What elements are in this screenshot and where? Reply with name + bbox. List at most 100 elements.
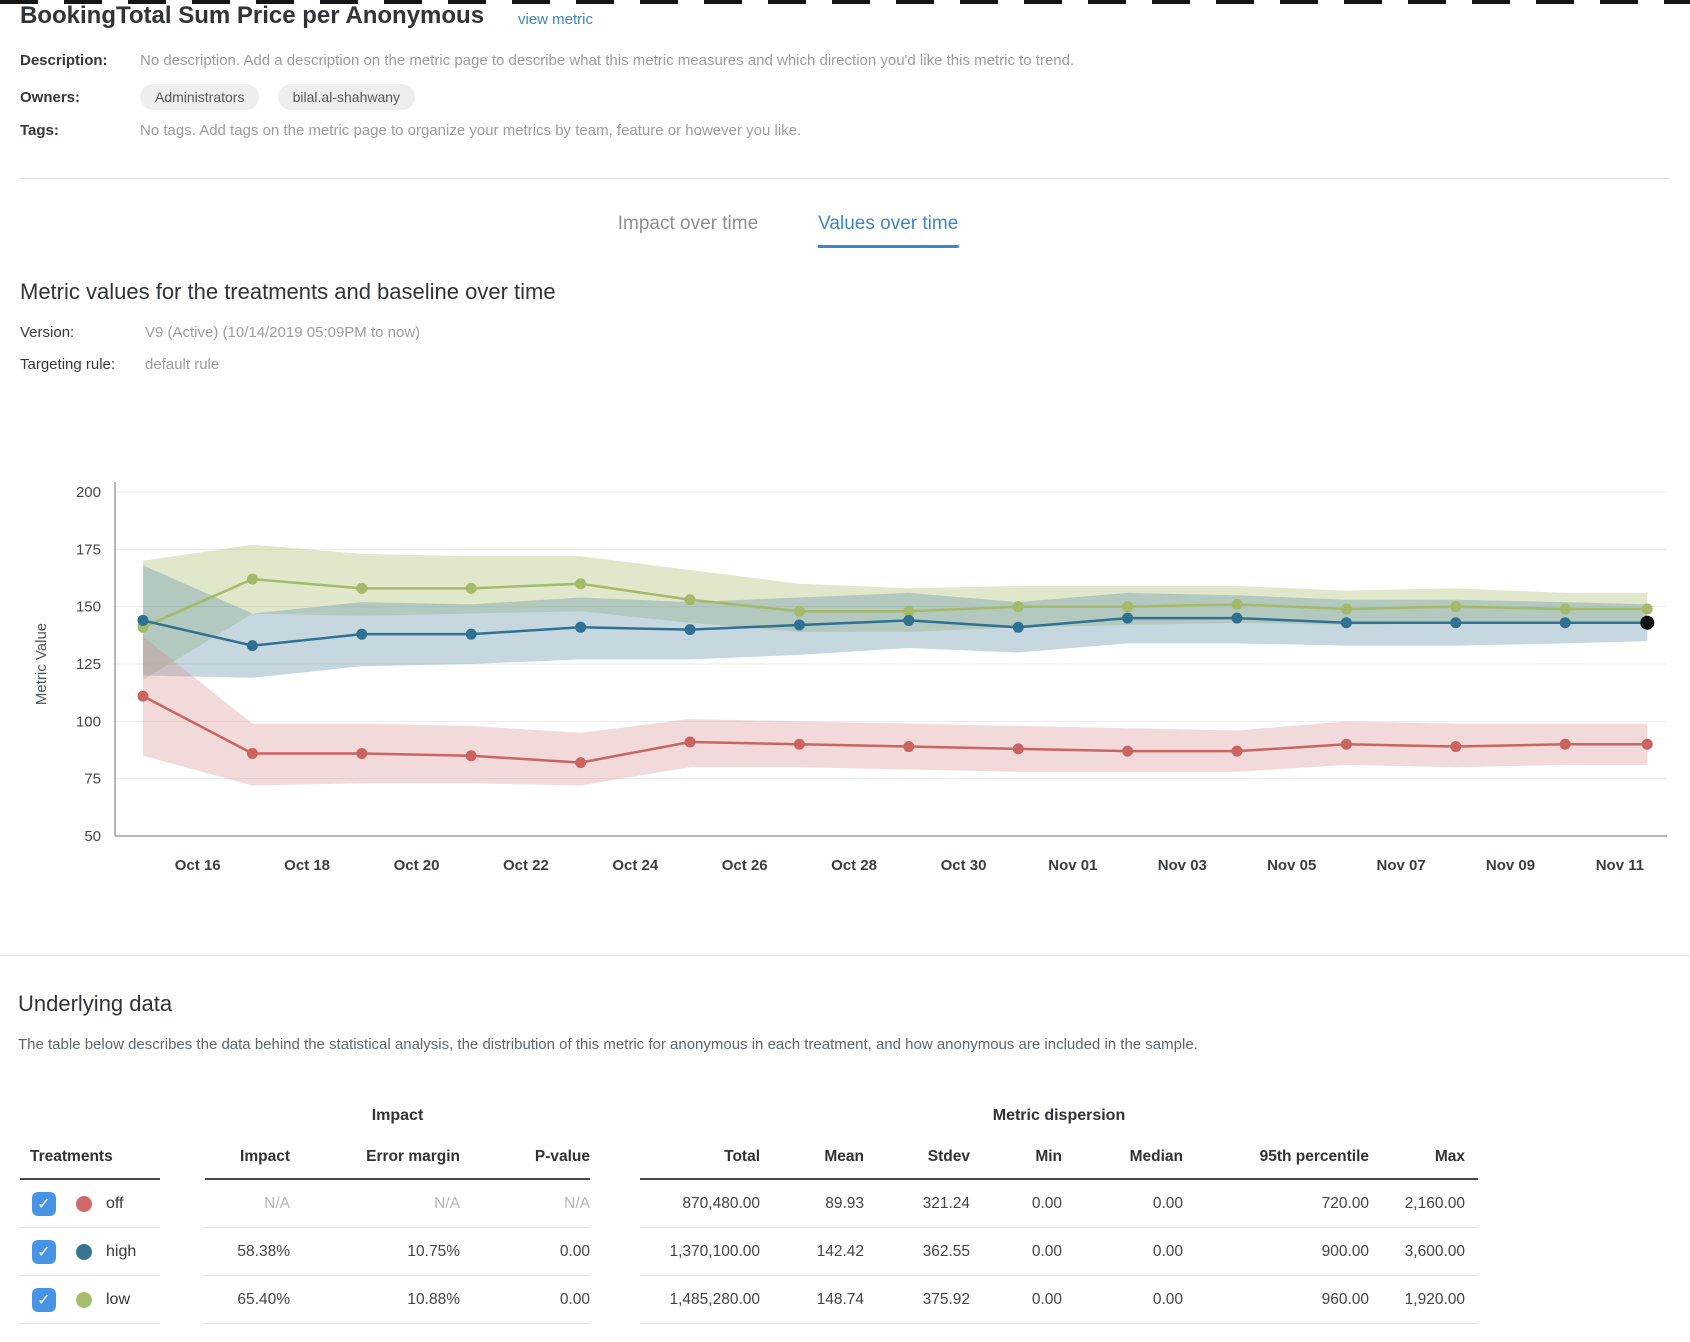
treatment-checkbox-off[interactable]: ✓ <box>32 1191 56 1216</box>
metric-dispersion-group-header: Metric dispersion <box>992 1107 1126 1124</box>
underlying-data-heading: Underlying data <box>18 991 173 1016</box>
owners-chips: Administrators bilal.al-shahwany <box>140 84 429 110</box>
off-data-point <box>137 690 149 702</box>
high-data-point <box>1450 617 1462 629</box>
x-tick-label: Nov 11 <box>1596 857 1644 874</box>
y-tick-label: 200 <box>76 484 101 501</box>
low-data-point <box>246 573 258 585</box>
high-data-point <box>1122 612 1134 624</box>
treatment-cell-high: ✓ high <box>20 1228 160 1276</box>
error-margin-value: N/A <box>290 1180 460 1228</box>
off-series-color-dot <box>76 1195 92 1212</box>
stdev-column-header: Stdev <box>927 1148 970 1165</box>
x-tick-label: Oct 28 <box>831 857 877 874</box>
low-data-point <box>1641 603 1653 615</box>
view-metric-link[interactable]: view metric <box>518 11 594 28</box>
off-data-point <box>1641 738 1653 750</box>
low-data-point <box>1559 603 1571 615</box>
tab-impact-over-time[interactable]: Impact over time <box>617 213 759 234</box>
high-data-point <box>1340 617 1352 629</box>
high-data-point <box>246 640 258 652</box>
stdev-value: 375.92 <box>864 1276 970 1324</box>
treatment-cell-off: ✓ off <box>20 1180 160 1228</box>
x-tick-label: Oct 30 <box>941 857 987 874</box>
mean-value: 89.93 <box>760 1180 864 1228</box>
chart-tabs: Impact over time Values over time <box>618 213 959 248</box>
off-data-point <box>1340 738 1352 750</box>
stdev-value: 362.55 <box>864 1228 970 1276</box>
underlying-data-table: Impact Metric dispersion Treatments Impa… <box>20 1100 1478 1324</box>
min-column-header: Min <box>1035 1148 1062 1165</box>
x-tick-label: Oct 22 <box>503 857 549 874</box>
off-data-point <box>1559 738 1571 750</box>
error-margin-value: 10.88% <box>290 1276 460 1324</box>
low-data-point <box>1122 601 1134 613</box>
description-text: No description. Add a description on the… <box>140 52 1075 69</box>
p-value-value: 0.00 <box>460 1276 590 1324</box>
p-value-value: 0.00 <box>460 1228 590 1276</box>
p95-column-header: 95th percentile <box>1259 1148 1369 1165</box>
tags-text: No tags. Add tags on the metric page to … <box>140 122 802 139</box>
p-value-column-header: P-value <box>534 1148 590 1165</box>
treatment-checkbox-low[interactable]: ✓ <box>32 1287 56 1312</box>
error-margin-column-header: Error margin <box>366 1148 460 1165</box>
low-data-point <box>1012 601 1024 613</box>
low-data-point <box>575 578 587 590</box>
off-data-point <box>793 738 805 750</box>
description-row: Description: No description. Add a descr… <box>20 52 1074 69</box>
treatment-cell-low: ✓ low <box>20 1276 160 1324</box>
y-tick-label: 175 <box>76 541 101 558</box>
y-tick-label: 100 <box>76 713 101 730</box>
median-column-header: Median <box>1129 1148 1183 1165</box>
treatments-column-header: Treatments <box>30 1148 113 1165</box>
min-value: 0.00 <box>970 1180 1062 1228</box>
y-tick-label: 125 <box>76 656 101 673</box>
off-data-point <box>1450 741 1462 753</box>
tab-values-over-time[interactable]: Values over time <box>818 213 959 248</box>
median-value: 0.00 <box>1062 1180 1183 1228</box>
data-table-rows: ✓ off N/A N/A N/A 870,480.00 89.93 321.24 0.00 0.… <box>20 1180 1478 1324</box>
table-group-header-row: Impact Metric dispersion <box>20 1100 1478 1132</box>
off-data-point <box>903 741 915 753</box>
total-value: 870,480.00 <box>640 1180 760 1228</box>
p95-value: 900.00 <box>1183 1228 1369 1276</box>
off-data-point <box>465 750 477 762</box>
mean-value: 148.74 <box>760 1276 864 1324</box>
header-divider <box>20 178 1670 179</box>
description-label: Description: <box>20 52 108 69</box>
impact-group-header: Impact <box>371 1107 424 1124</box>
low-data-point <box>1340 603 1352 615</box>
high-series-color-dot <box>76 1243 92 1260</box>
tags-row: Tags: No tags. Add tags on the metric pa… <box>20 122 801 139</box>
low-data-point <box>684 594 696 606</box>
high-data-point <box>793 619 805 631</box>
high-data-point <box>575 621 587 633</box>
treatment-label: off <box>106 1194 124 1212</box>
impact-column-header: Impact <box>240 1148 290 1165</box>
targeting-rule-row: Targeting rule: default rule <box>20 356 219 373</box>
x-tick-label: Nov 09 <box>1486 857 1535 874</box>
owners-label: Owners: <box>20 88 81 106</box>
max-value: 2,160.00 <box>1369 1180 1478 1228</box>
x-tick-label: Nov 01 <box>1048 857 1097 874</box>
treatment-label: high <box>106 1242 137 1260</box>
x-tick-label: Oct 20 <box>394 857 440 874</box>
treatment-checkbox-high[interactable]: ✓ <box>32 1239 56 1264</box>
underlying-data-description: The table below describes the data behin… <box>18 1036 1198 1053</box>
median-value: 0.00 <box>1062 1276 1183 1324</box>
low-data-point <box>793 605 805 617</box>
high-data-point <box>356 628 368 640</box>
x-tick-label: Oct 24 <box>612 857 659 874</box>
version-value: V9 (Active) (10/14/2019 05:09PM to now) <box>145 324 421 341</box>
off-data-point <box>1231 745 1243 757</box>
tags-label: Tags: <box>20 122 59 139</box>
off-data-point <box>356 747 368 759</box>
median-value: 0.00 <box>1062 1228 1183 1276</box>
table-column-header-row: Treatments Impact Error margin P-value T… <box>20 1132 1478 1178</box>
targeting-rule-value: default rule <box>145 356 220 373</box>
low-data-point <box>903 605 915 617</box>
impact-value: N/A <box>205 1180 290 1228</box>
p95-value: 720.00 <box>1183 1180 1369 1228</box>
low-data-point <box>356 582 368 594</box>
low-data-point <box>465 582 477 594</box>
